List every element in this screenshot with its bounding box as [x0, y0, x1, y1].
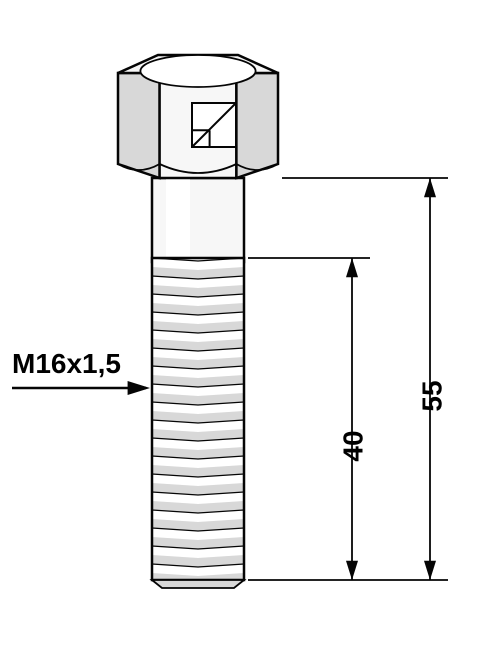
bolt-technical-drawing: M16x1,5 40 55	[0, 0, 500, 650]
thread-spec-label: M16x1,5	[12, 348, 121, 380]
dimension-thread-length: 40	[338, 430, 370, 461]
bolt-svg	[0, 0, 500, 650]
dimension-total-length: 55	[417, 380, 449, 411]
